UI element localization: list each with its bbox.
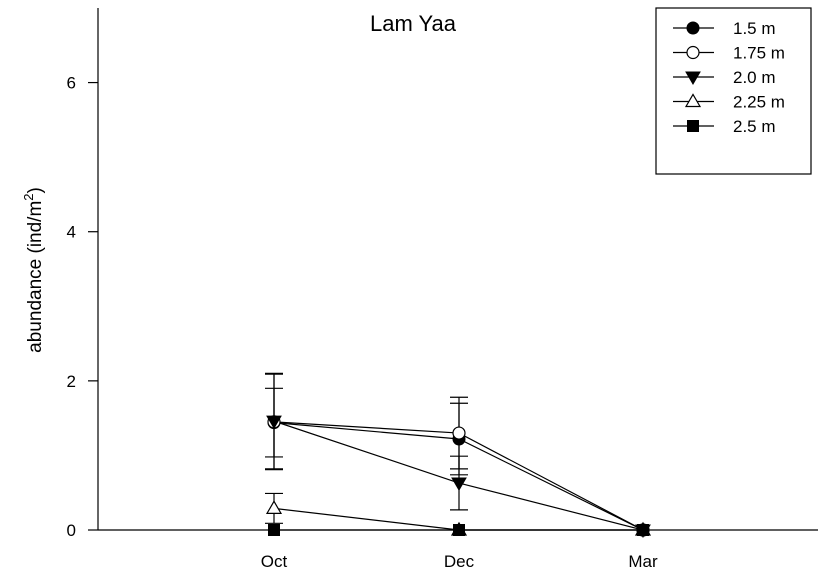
data-point — [687, 120, 699, 132]
data-point — [686, 21, 700, 35]
legend-box — [655, 7, 812, 175]
y-axis-title-suffix: ) — [25, 187, 46, 193]
legend-label: 1.75 m — [733, 44, 785, 63]
data-point — [266, 415, 282, 430]
chart-title: Lam Yaa — [370, 11, 457, 36]
legend-item: 2.5 m — [673, 117, 776, 136]
data-point — [453, 524, 465, 536]
series-layer — [265, 372, 652, 538]
y-ticks: 0 2 4 6 — [67, 74, 98, 540]
legend: 1.5 m 1.75 m 2.0 m 2.25 m 2.5 m — [655, 7, 812, 175]
y-tick-label: 0 — [67, 521, 76, 540]
series-markers — [268, 524, 649, 536]
data-point — [685, 71, 701, 85]
data-point — [684, 93, 702, 108]
x-tick-label: Dec — [444, 552, 475, 571]
y-axis-title: abundance (ind/m2) — [21, 187, 46, 353]
x-ticks: Oct Dec Mar — [261, 552, 658, 571]
data-point — [637, 524, 649, 536]
legend-label: 1.5 m — [733, 19, 776, 38]
data-point — [265, 500, 283, 514]
legend-item: 1.75 m — [673, 44, 785, 63]
error-bars — [265, 372, 468, 511]
data-point — [452, 426, 466, 440]
y-tick-label: 2 — [67, 372, 76, 391]
legend-label: 2.5 m — [733, 117, 776, 136]
x-tick-label: Mar — [628, 552, 658, 571]
legend-items: 1.5 m 1.75 m 2.0 m 2.25 m 2.5 m — [673, 19, 785, 136]
y-tick-label: 4 — [67, 223, 76, 242]
legend-item: 2.25 m — [673, 93, 785, 112]
legend-label: 2.0 m — [733, 68, 776, 87]
y-axis-title-superscript: 2 — [21, 193, 36, 200]
legend-item: 2.0 m — [673, 68, 776, 87]
data-point — [451, 477, 467, 492]
y-axis-title-text: abundance (ind/m — [25, 201, 46, 353]
legend-label: 2.25 m — [733, 93, 785, 112]
legend-item: 1.5 m — [673, 19, 776, 38]
data-point — [686, 45, 700, 60]
x-tick-label: Oct — [261, 552, 288, 571]
data-point — [268, 524, 280, 536]
error-bars — [265, 373, 468, 471]
y-tick-label: 6 — [67, 74, 76, 93]
